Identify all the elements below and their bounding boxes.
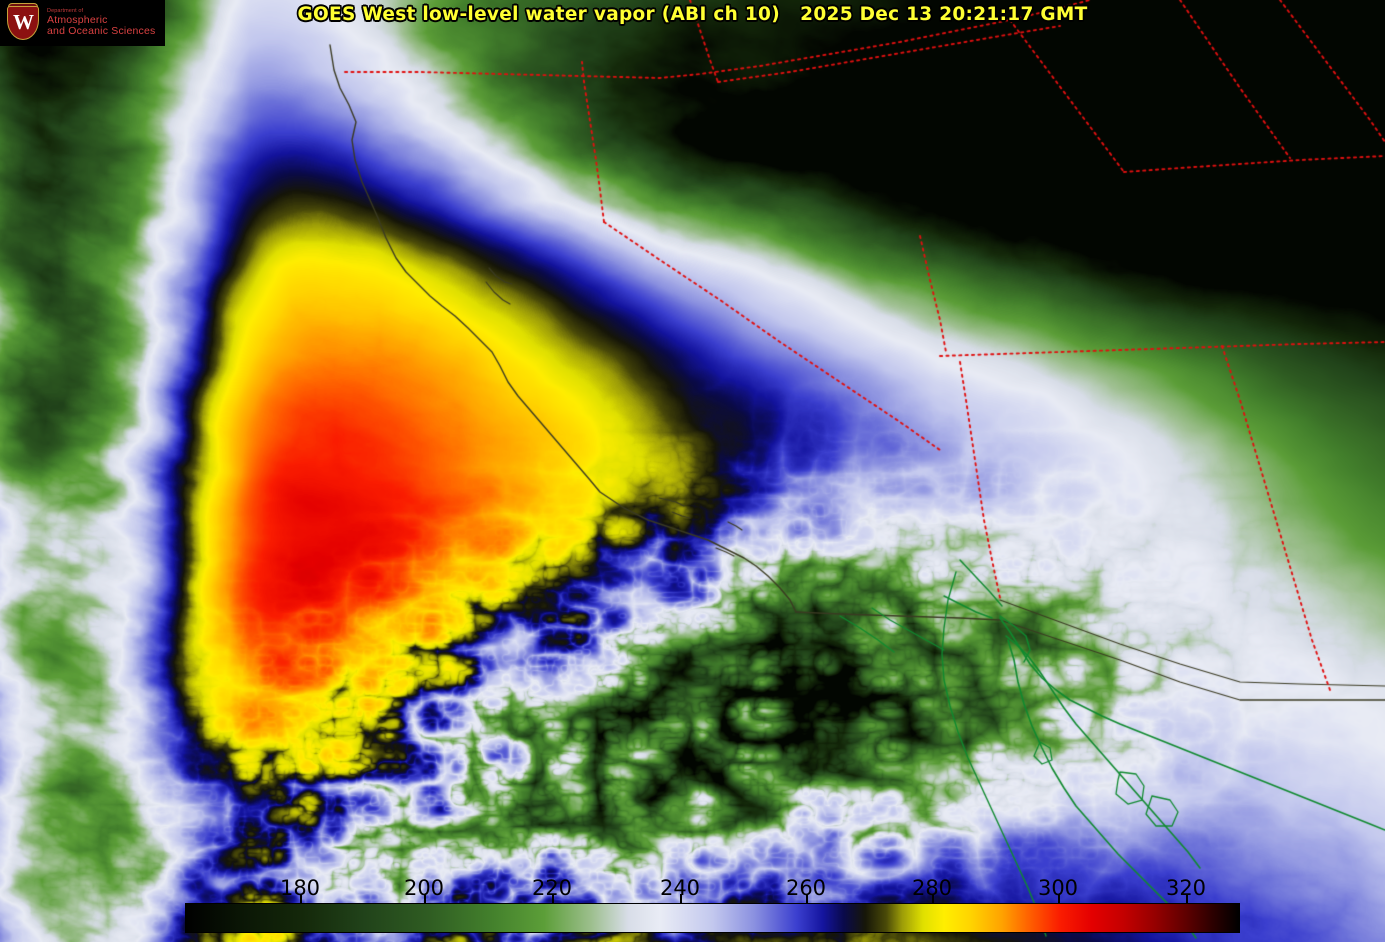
logo-line-department: Department of xyxy=(47,7,84,14)
logo-text-block: Department of Atmospheric and Oceanic Sc… xyxy=(44,7,165,38)
uw-aos-logo: W Department of Atmospheric and Oceanic … xyxy=(0,0,165,46)
logo-line-oceanic: and Oceanic Sciences xyxy=(47,25,156,38)
crest-w-letter: W xyxy=(13,10,34,34)
logo-line-atmospheric: Atmospheric xyxy=(47,14,108,27)
colorbar-gradient[interactable] xyxy=(185,903,1240,933)
uw-crest-icon: W xyxy=(2,1,44,45)
